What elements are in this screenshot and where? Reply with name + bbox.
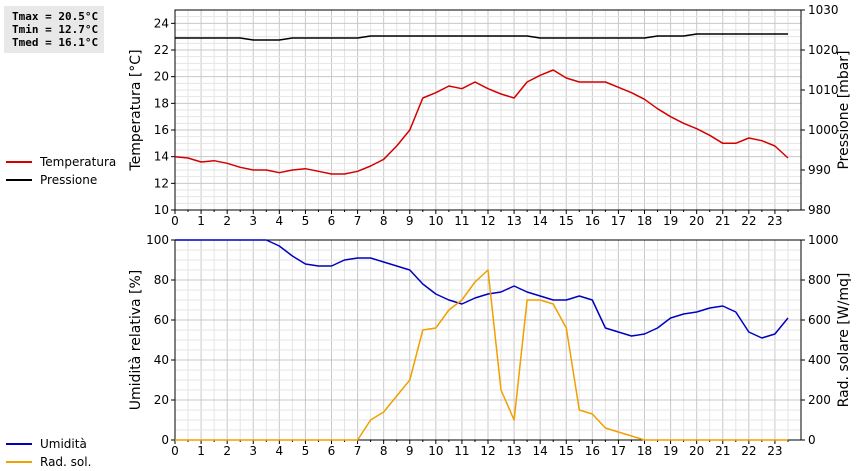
- y2-tick-label: 400: [808, 353, 831, 367]
- x-tick-label: 11: [454, 444, 469, 458]
- x-tick-label: 6: [328, 444, 336, 458]
- y2-tick-label: 800: [808, 273, 831, 287]
- y-tick-label: 80: [154, 273, 169, 287]
- y2-tick-label: 1020: [808, 43, 839, 57]
- x-tick-label: 23: [767, 444, 782, 458]
- x-tick-label: 2: [223, 214, 231, 228]
- x-tick-label: 11: [454, 214, 469, 228]
- x-tick-label: 9: [406, 444, 414, 458]
- x-tick-label: 13: [506, 444, 521, 458]
- x-tick-label: 1: [197, 444, 205, 458]
- y2-tick-label: 980: [808, 203, 831, 217]
- y-tick-label: 100: [146, 233, 169, 247]
- x-tick-label: 6: [328, 214, 336, 228]
- tmed-label: Tmed = 16.1°C: [12, 36, 99, 49]
- x-tick-label: 7: [354, 444, 362, 458]
- x-tick-label: 9: [406, 214, 414, 228]
- x-tick-label: 17: [611, 444, 626, 458]
- x-tick-label: 21: [715, 214, 730, 228]
- y-tick-label: 18: [154, 96, 169, 110]
- legend-item-umidita: Umidità: [6, 435, 91, 453]
- x-tick-label: 17: [611, 214, 626, 228]
- tmin-label: Tmin = 12.7°C: [12, 23, 99, 36]
- tmax-label: Tmax = 20.5°C: [12, 10, 99, 23]
- series-line-rad-sol: [175, 269, 788, 441]
- x-tick-label: 7: [354, 214, 362, 228]
- x-tick-label: 20: [689, 214, 704, 228]
- y2-axis-title: Rad. solare [W/mq]: [836, 273, 852, 408]
- y-tick-label: 20: [154, 393, 169, 407]
- y2-tick-label: 990: [808, 163, 831, 177]
- x-tick-label: 0: [171, 214, 179, 228]
- y-axis-title: Temperatura [°C]: [128, 49, 144, 171]
- x-tick-label: 13: [506, 214, 521, 228]
- x-tick-label: 22: [741, 214, 756, 228]
- y2-tick-label: 1000: [808, 233, 839, 247]
- legend-label-temperatura: Temperatura: [40, 155, 117, 169]
- x-tick-label: 23: [767, 214, 782, 228]
- series-line-temperatura: [174, 69, 789, 175]
- y-tick-label: 14: [154, 150, 169, 164]
- x-tick-label: 1: [197, 214, 205, 228]
- series-line-pressione: [175, 33, 788, 41]
- legend-item-temperatura: Temperatura: [6, 153, 116, 171]
- x-tick-label: 10: [428, 444, 443, 458]
- y-tick-label: 24: [154, 16, 169, 30]
- x-tick-label: 19: [663, 444, 678, 458]
- y2-tick-label: 1030: [808, 3, 839, 17]
- x-tick-label: 3: [249, 214, 257, 228]
- y2-tick-label: 1010: [808, 83, 839, 97]
- legend-label-pressione: Pressione: [40, 173, 98, 187]
- y-tick-label: 60: [154, 313, 169, 327]
- weather-charts: 0 1 2 3 4 5 6 7 8 9 10 11 12 13 14 15 16 17 18 19 20 21 22 2310…: [128, 3, 852, 458]
- legend-swatch-radsol: [6, 461, 32, 463]
- y-axis-title: Umidità relativa [%]: [128, 270, 144, 411]
- x-tick-label: 18: [637, 444, 652, 458]
- y-tick-label: 0: [161, 433, 169, 447]
- x-tick-label: 15: [559, 214, 574, 228]
- x-tick-label: 22: [741, 444, 756, 458]
- x-tick-label: 20: [689, 444, 704, 458]
- x-tick-label: 5: [302, 214, 310, 228]
- legend-label-umidita: Umidità: [40, 437, 87, 451]
- x-tick-label: 16: [585, 444, 600, 458]
- y-tick-label: 22: [154, 43, 169, 57]
- x-tick-label: 14: [533, 214, 548, 228]
- legend-item-pressione: Pressione: [6, 171, 116, 189]
- y2-tick-label: 600: [808, 313, 831, 327]
- y-tick-label: 20: [154, 70, 169, 84]
- x-tick-label: 16: [585, 214, 600, 228]
- x-tick-label: 10: [428, 214, 443, 228]
- x-tick-label: 0: [171, 444, 179, 458]
- y2-axis-title: Pressione [mbar]: [836, 50, 852, 169]
- x-tick-label: 12: [480, 214, 495, 228]
- x-tick-label: 2: [223, 444, 231, 458]
- x-tick-label: 4: [276, 214, 284, 228]
- x-tick-label: 21: [715, 444, 730, 458]
- legend-swatch-umidita: [6, 443, 32, 445]
- x-tick-label: 15: [559, 444, 574, 458]
- series-line-umidit: [175, 239, 789, 339]
- legend-top: Temperatura Pressione: [6, 153, 116, 189]
- x-tick-label: 18: [637, 214, 652, 228]
- y-tick-label: 40: [154, 353, 169, 367]
- y2-tick-label: 1000: [808, 123, 839, 137]
- legend-swatch-temperatura: [6, 161, 32, 163]
- y-tick-label: 16: [154, 123, 169, 137]
- x-tick-label: 12: [480, 444, 495, 458]
- y2-tick-label: 200: [808, 393, 831, 407]
- legend-swatch-pressione: [6, 179, 32, 181]
- stats-box: Tmax = 20.5°C Tmin = 12.7°C Tmed = 16.1°…: [4, 6, 104, 53]
- y-tick-label: 12: [154, 176, 169, 190]
- x-tick-label: 3: [249, 444, 257, 458]
- y-tick-label: 10: [154, 203, 169, 217]
- x-tick-label: 4: [276, 444, 284, 458]
- x-tick-label: 5: [302, 444, 310, 458]
- y2-tick-label: 0: [808, 433, 816, 447]
- x-tick-label: 8: [380, 214, 388, 228]
- x-tick-label: 8: [380, 444, 388, 458]
- x-tick-label: 14: [533, 444, 548, 458]
- x-tick-label: 19: [663, 214, 678, 228]
